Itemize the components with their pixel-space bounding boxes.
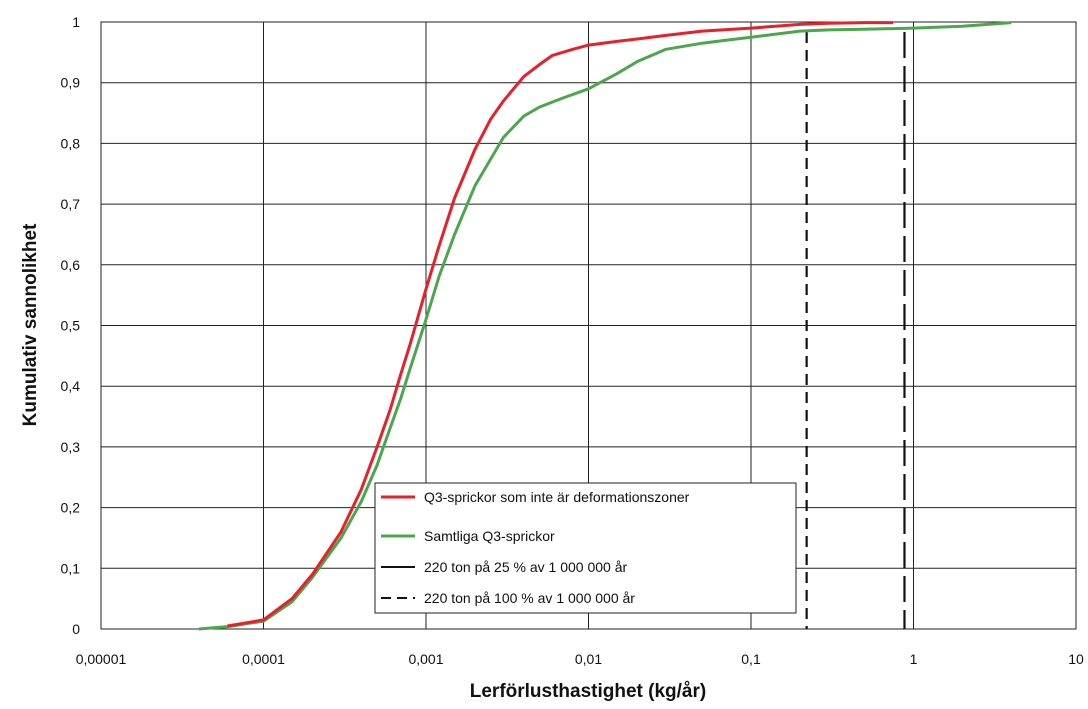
y-tick-label: 0,5 [61,318,81,334]
y-tick-label: 0,2 [61,500,81,516]
x-tick-labels: 0,00001 0,0001 0,001 0,01 0,1 1 10 [76,651,1084,667]
y-tick-label: 0,6 [61,257,81,273]
x-tick-label: 0,001 [408,651,443,667]
y-tick-label: 1 [72,14,80,30]
y-tick-label: 0,7 [61,196,81,212]
x-tick-label: 1 [910,651,918,667]
y-tick-label: 0,3 [61,439,81,455]
series-lines [198,21,1012,631]
x-tick-label: 0,0001 [242,651,285,667]
legend-label-25-percent: 220 ton på 25 % av 1 000 000 år [424,559,627,575]
x-axis-title: Lerförlusthastighet (kg/år) [470,681,706,702]
series-line-q3-not-deformation [227,21,894,628]
legend-label-all-q3: Samtliga Q3-sprickor [424,528,555,544]
reference-lines [805,32,906,629]
legend-label-q3-not-deformation: Q3-sprickor som inte är deformationszone… [424,489,690,505]
x-tick-label: 0,01 [575,651,602,667]
y-tick-label: 0,4 [61,378,81,394]
y-tick-label: 0 [72,621,80,637]
x-tick-label: 0,1 [741,651,761,667]
y-axis-title: Kumulativ sannolikhet [20,223,41,426]
x-tick-label: 0,00001 [76,651,127,667]
legend-label-100-percent: 220 ton på 100 % av 1 000 000 år [424,590,635,606]
y-tick-labels: 0 0,1 0,2 0,3 0,4 0,5 0,6 0,7 0,8 0,9 1 [61,14,81,637]
x-tick-label: 10 [1068,651,1084,667]
y-tick-label: 0,8 [61,135,81,151]
y-tick-label: 0,9 [61,75,81,91]
y-tick-label: 0,1 [61,560,81,576]
legend-box [374,482,797,614]
series-line-all-q3 [198,21,1012,631]
legend: Q3-sprickor som inte är deformationszone… [374,482,797,614]
